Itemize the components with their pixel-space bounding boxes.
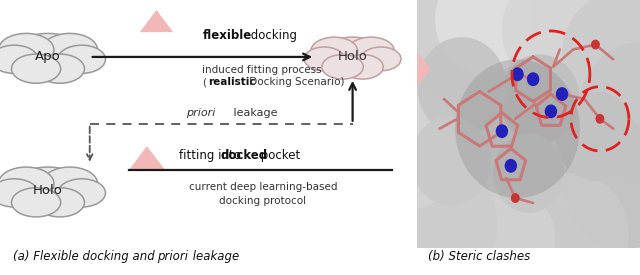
Circle shape bbox=[564, 121, 640, 250]
Text: docked: docked bbox=[220, 149, 268, 163]
Text: leakage: leakage bbox=[189, 250, 239, 263]
Circle shape bbox=[556, 87, 568, 101]
Circle shape bbox=[556, 92, 636, 181]
Text: docking: docking bbox=[248, 29, 298, 42]
Text: pocket: pocket bbox=[257, 149, 300, 163]
Circle shape bbox=[35, 54, 84, 83]
Circle shape bbox=[500, 54, 580, 144]
Text: flexible: flexible bbox=[202, 29, 252, 42]
Text: docking protocol: docking protocol bbox=[220, 196, 307, 206]
Text: induced fitting process: induced fitting process bbox=[202, 65, 322, 75]
Circle shape bbox=[595, 114, 604, 124]
Text: Holo: Holo bbox=[338, 50, 367, 64]
Circle shape bbox=[0, 45, 38, 73]
Circle shape bbox=[495, 124, 508, 138]
Circle shape bbox=[366, 0, 491, 106]
Circle shape bbox=[42, 33, 97, 66]
Text: (: ( bbox=[202, 77, 206, 87]
Circle shape bbox=[455, 59, 580, 198]
Circle shape bbox=[562, 0, 640, 116]
Text: (b) Steric clashes: (b) Steric clashes bbox=[428, 250, 530, 263]
Circle shape bbox=[351, 87, 462, 210]
Circle shape bbox=[348, 37, 394, 65]
Circle shape bbox=[12, 188, 61, 217]
Circle shape bbox=[545, 104, 557, 118]
Polygon shape bbox=[129, 146, 165, 169]
Text: Holo: Holo bbox=[33, 184, 63, 197]
Circle shape bbox=[42, 167, 97, 200]
Text: priori: priori bbox=[157, 250, 188, 263]
Text: (a) Flexible docking and: (a) Flexible docking and bbox=[13, 250, 158, 263]
Circle shape bbox=[527, 72, 540, 86]
Text: priori: priori bbox=[186, 108, 215, 118]
Circle shape bbox=[12, 54, 61, 83]
Text: fitting into: fitting into bbox=[179, 149, 245, 163]
Circle shape bbox=[322, 54, 364, 79]
Circle shape bbox=[518, 173, 629, 275]
Text: Docking Scenario): Docking Scenario) bbox=[246, 77, 345, 87]
Polygon shape bbox=[140, 10, 173, 32]
Circle shape bbox=[58, 179, 106, 207]
Circle shape bbox=[511, 193, 520, 203]
Circle shape bbox=[0, 179, 38, 207]
Circle shape bbox=[411, 116, 491, 205]
Circle shape bbox=[58, 45, 106, 73]
Circle shape bbox=[504, 159, 517, 173]
Circle shape bbox=[435, 0, 533, 74]
Text: current deep learning-based: current deep learning-based bbox=[189, 182, 337, 192]
Circle shape bbox=[304, 47, 344, 71]
Circle shape bbox=[319, 37, 386, 77]
Circle shape bbox=[0, 167, 54, 200]
Circle shape bbox=[8, 33, 88, 80]
Circle shape bbox=[0, 33, 54, 66]
Text: Apo: Apo bbox=[35, 50, 61, 64]
Text: leakage: leakage bbox=[230, 108, 278, 118]
Circle shape bbox=[502, 0, 609, 89]
Circle shape bbox=[311, 37, 358, 65]
Circle shape bbox=[591, 40, 600, 49]
Circle shape bbox=[361, 47, 401, 71]
Circle shape bbox=[458, 186, 556, 275]
Circle shape bbox=[493, 134, 564, 213]
Circle shape bbox=[511, 67, 524, 81]
Circle shape bbox=[8, 167, 88, 214]
Circle shape bbox=[35, 188, 84, 217]
Circle shape bbox=[342, 54, 383, 79]
Polygon shape bbox=[417, 52, 431, 87]
Text: realistic: realistic bbox=[208, 77, 255, 87]
Circle shape bbox=[578, 42, 640, 181]
Circle shape bbox=[381, 158, 497, 275]
Circle shape bbox=[417, 37, 506, 136]
